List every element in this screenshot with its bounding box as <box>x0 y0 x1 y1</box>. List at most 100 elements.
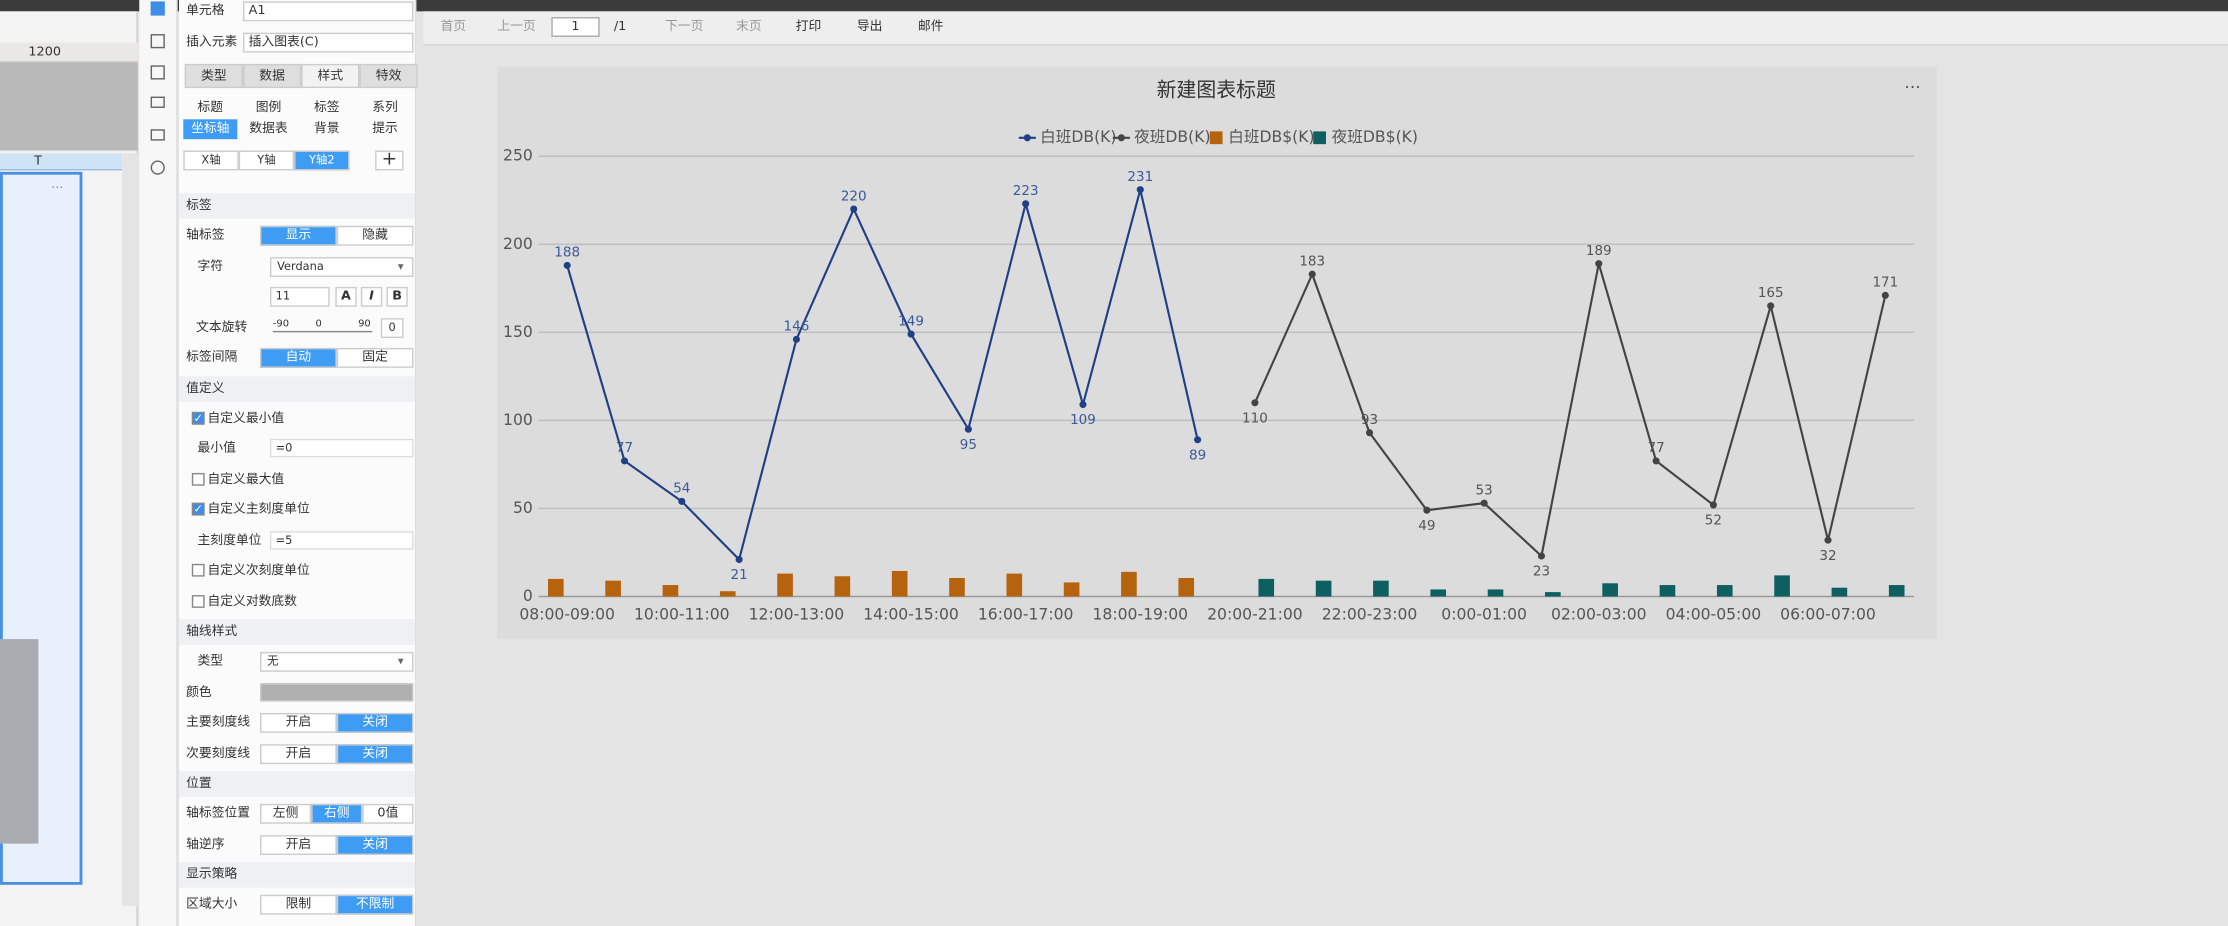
icon[interactable] <box>150 96 165 108</box>
x-tick-label: 22:00-23:00 <box>1322 605 1418 623</box>
legend-label: 夜班DB(K) <box>1134 128 1210 146</box>
x-tick-label: 04:00-05:00 <box>1666 605 1762 623</box>
subtab[interactable]: 图例 <box>255 100 282 116</box>
icon[interactable] <box>150 129 165 141</box>
text-input[interactable]: =5 <box>269 530 414 549</box>
toggle-option[interactable]: 关闭 <box>336 834 414 855</box>
y-tick-label: 200 <box>503 235 533 253</box>
toggle-option[interactable]: 显示 <box>260 225 337 246</box>
x-tick-label: 16:00-17:00 <box>978 605 1074 623</box>
checkbox[interactable] <box>191 594 205 608</box>
toolbar-button[interactable]: 上一页 <box>497 19 536 35</box>
add-button[interactable]: + <box>375 151 404 171</box>
chart-title: 新建图表标题 <box>1157 78 1276 101</box>
data-label: 171 <box>1872 275 1898 291</box>
tab[interactable]: 样式 <box>301 63 360 89</box>
slider-mark: 0 <box>315 317 322 329</box>
axis-tab[interactable]: Y轴 <box>238 150 295 171</box>
data-label: 49 <box>1418 518 1435 534</box>
toggle-option[interactable]: 关闭 <box>336 743 414 764</box>
data-label: 53 <box>1476 482 1493 498</box>
style-button[interactable]: I <box>360 286 383 307</box>
checkbox[interactable]: ✓ <box>191 411 205 424</box>
subtab[interactable]: 背景 <box>314 122 340 137</box>
page-input[interactable]: 1 <box>551 17 600 37</box>
toggle-option[interactable]: 隐藏 <box>336 225 414 246</box>
data-label: 89 <box>1189 447 1206 463</box>
check-label: 自定义最大值 <box>207 472 285 487</box>
property-panel: 单元格 A1 插入元素 插入图表(C) 类型 数据 样式 特效 标题 图例 标签 系列 坐标轴数… <box>179 0 418 926</box>
point <box>1136 186 1144 194</box>
select[interactable]: 无 <box>260 651 414 672</box>
row-label: 类型 <box>197 654 224 669</box>
point <box>1824 536 1832 544</box>
y-tick-label: 250 <box>503 147 533 165</box>
chart-menu[interactable]: ··· <box>1904 78 1920 98</box>
icon[interactable] <box>150 160 165 175</box>
select[interactable]: Verdana <box>269 256 414 277</box>
icon[interactable] <box>150 34 165 49</box>
subtab[interactable]: 标签 <box>314 100 340 116</box>
style-button[interactable]: B <box>386 286 408 307</box>
row-label: 轴逆序 <box>186 837 225 852</box>
data-label: 95 <box>960 437 977 453</box>
icon[interactable] <box>150 65 165 80</box>
toolbar-button[interactable]: 打印 <box>795 19 822 35</box>
subtab[interactable]: 系列 <box>372 100 398 116</box>
subtab[interactable]: 提示 <box>372 122 398 137</box>
toggle-option[interactable]: 不限制 <box>336 894 414 915</box>
checkbox[interactable]: ✓ <box>191 502 205 516</box>
gray-area <box>0 62 138 151</box>
point <box>964 425 972 433</box>
section-header <box>179 771 415 797</box>
toggle-option[interactable]: 限制 <box>260 894 337 915</box>
section-header <box>179 193 415 219</box>
toggle-option[interactable]: 关闭 <box>336 712 414 733</box>
text-input[interactable]: =0 <box>269 438 414 458</box>
size-select[interactable]: 11 <box>269 286 330 307</box>
tab[interactable]: 数据 <box>242 63 302 89</box>
toolbar-button[interactable]: 邮件 <box>917 19 944 35</box>
toggle-option[interactable]: 左侧 <box>260 803 312 824</box>
subtab[interactable]: 标题 <box>197 100 224 116</box>
bar <box>1315 580 1332 597</box>
col-header <box>0 153 123 171</box>
toggle-option[interactable]: 右侧 <box>311 803 363 824</box>
checkbox[interactable] <box>191 472 205 486</box>
legend-label: 夜班DB$(K) <box>1332 128 1418 146</box>
section-title: 值定义 <box>186 381 225 396</box>
data-label: 93 <box>1361 412 1378 428</box>
subtab[interactable]: 数据表 <box>249 122 288 137</box>
bar <box>1373 580 1389 597</box>
toolbar-button[interactable]: 导出 <box>856 19 883 35</box>
bar <box>605 580 621 597</box>
data-label: 77 <box>1647 440 1664 456</box>
axis-tab[interactable]: Y轴2 <box>294 150 350 171</box>
axis-tab[interactable]: X轴 <box>183 150 239 171</box>
x-tick-label: 08:00-09:00 <box>519 605 615 623</box>
icon[interactable] <box>150 1 165 16</box>
toggle-option[interactable]: 开启 <box>260 712 337 733</box>
color-swatch[interactable] <box>260 682 414 701</box>
rotation-input[interactable]: 0 <box>380 317 404 338</box>
cell-input[interactable]: A1 <box>242 1 414 22</box>
data-label: 188 <box>554 245 580 261</box>
tab[interactable]: 特效 <box>359 63 418 89</box>
toolbar-button[interactable]: 首页 <box>440 19 467 35</box>
style-button[interactable]: A <box>335 286 357 307</box>
toggle-option[interactable]: 自动 <box>260 347 337 368</box>
toolbar-button[interactable]: 末页 <box>736 19 762 35</box>
insert-select[interactable]: 插入图表(C) <box>242 32 414 53</box>
tab[interactable]: 类型 <box>184 63 243 89</box>
row-label: 区域大小 <box>186 897 238 912</box>
toggle-option[interactable]: 固定 <box>336 347 414 368</box>
toggle-option[interactable]: 开启 <box>260 743 337 764</box>
bar <box>1430 589 1447 597</box>
checkbox[interactable] <box>191 563 205 577</box>
toolbar-button[interactable]: 下一页 <box>664 19 704 35</box>
toggle-option[interactable]: 0值 <box>362 803 414 824</box>
point <box>563 261 571 269</box>
slider[interactable] <box>272 330 373 332</box>
toggle-option[interactable]: 开启 <box>260 834 337 855</box>
subtab[interactable]: 坐标轴 <box>183 119 238 140</box>
